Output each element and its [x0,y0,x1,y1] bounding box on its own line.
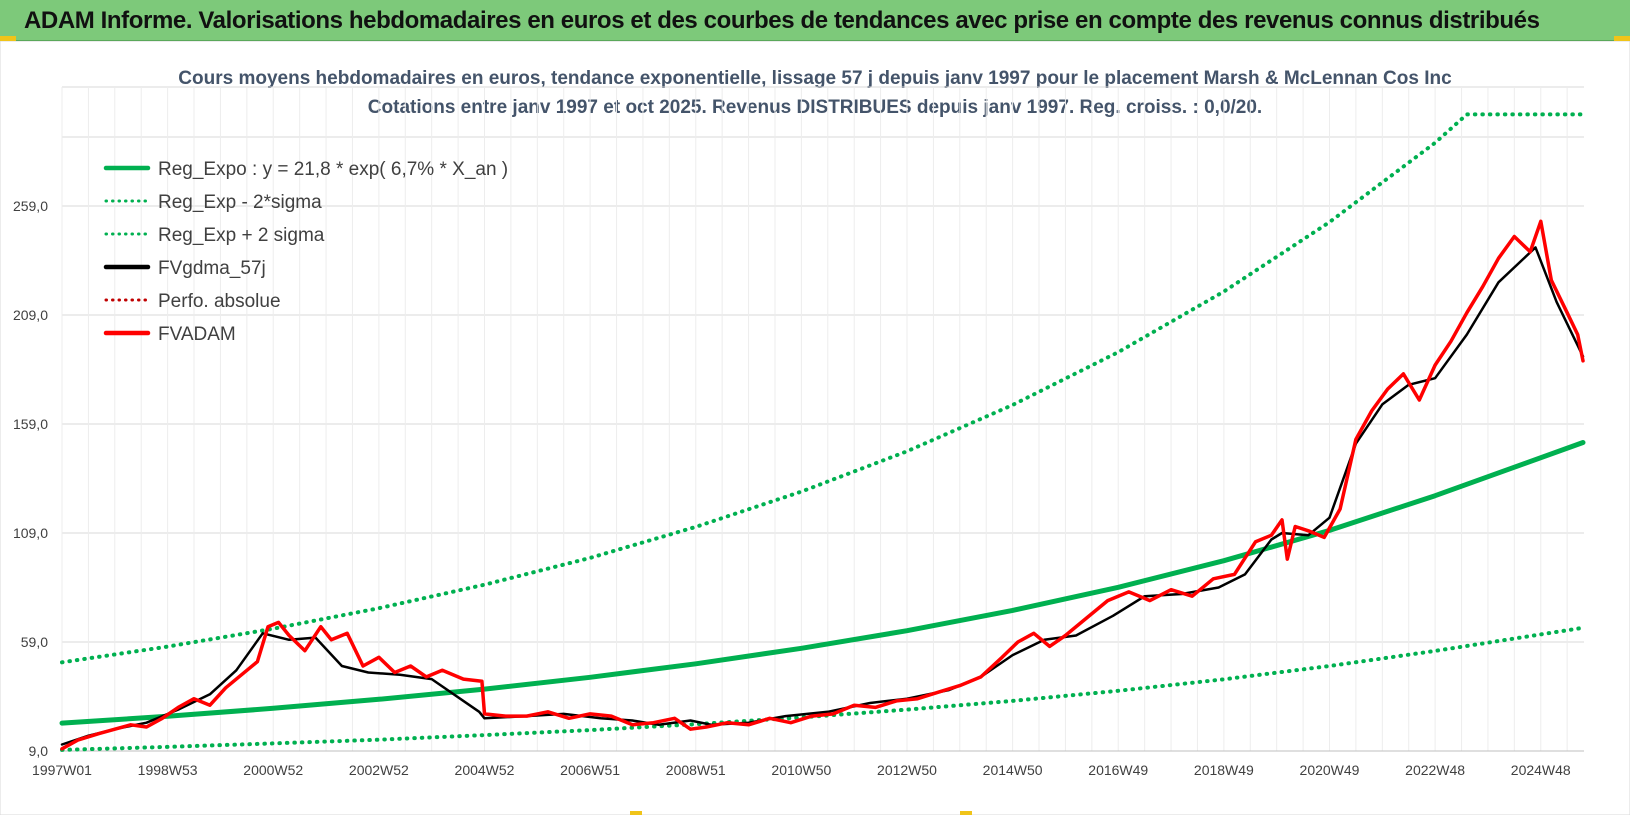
series-line-5 [60,219,1585,751]
x-tick-label: 1997W01 [32,762,92,778]
series-line-3 [60,246,1585,746]
x-tick-label: 2012W50 [877,762,937,778]
series-lines [59,112,1586,752]
bottom-accent [960,811,972,815]
x-tick-label: 2000W52 [243,762,303,778]
series-line-2 [60,112,1585,665]
y-tick-label: 209,0 [13,307,48,323]
x-tick-label: 1998W53 [138,762,198,778]
y-tick-label: 109,0 [13,525,48,541]
legend: Reg_Expo : y = 21,8 * exp( 6,7% * X_an )… [103,159,508,345]
series-line-1 [60,625,1585,752]
legend-label: FVgdma_57j [158,258,266,279]
gridlines [61,86,1584,752]
banner-title: ADAM Informe. Valorisations hebdomadaire… [24,7,1540,34]
chart-frame [0,41,1630,815]
legend-label: FVADAM [158,324,236,345]
corner-accent-left [0,36,16,42]
bottom-accent [630,811,642,815]
legend-label: Perfo. absolue [158,291,281,312]
y-tick-label: 9,0 [29,743,49,759]
x-tick-label: 2006W51 [560,762,620,778]
x-tick-label: 2008W51 [666,762,726,778]
y-tick-label: 159,0 [13,416,48,432]
legend-label: Reg_Expo : y = 21,8 * exp( 6,7% * X_an ) [158,159,508,180]
axis-tick-labels: 9,0 59,0 109,0 159,0 209,0 259,0 1997W01 1998W5… [13,198,1571,778]
series-line-0 [59,440,1586,726]
y-tick-label: 59,0 [21,634,48,650]
line-chart: Cours moyens hebdomadaires en euros, ten… [0,41,1630,815]
x-tick-label: 2022W48 [1405,762,1465,778]
x-tick-label: 2024W48 [1511,762,1571,778]
legend-label: Reg_Exp - 2*sigma [158,192,322,213]
legend-label: Reg_Exp + 2 sigma [158,225,325,246]
x-tick-label: 2002W52 [349,762,409,778]
x-tick-label: 2010W50 [771,762,831,778]
x-tick-label: 2018W49 [1194,762,1254,778]
chart-subtitle: Cotations entre janv 1997 et oct 2025. R… [368,97,1262,118]
x-tick-label: 2004W52 [455,762,515,778]
x-tick-label: 2016W49 [1088,762,1148,778]
x-tick-label: 2014W50 [983,762,1043,778]
y-tick-label: 259,0 [13,198,48,214]
chart-title: Cours moyens hebdomadaires en euros, ten… [178,68,1452,89]
x-tick-label: 2020W49 [1300,762,1360,778]
corner-accent-right [1614,36,1630,42]
header-banner: ADAM Informe. Valorisations hebdomadaire… [0,0,1630,42]
